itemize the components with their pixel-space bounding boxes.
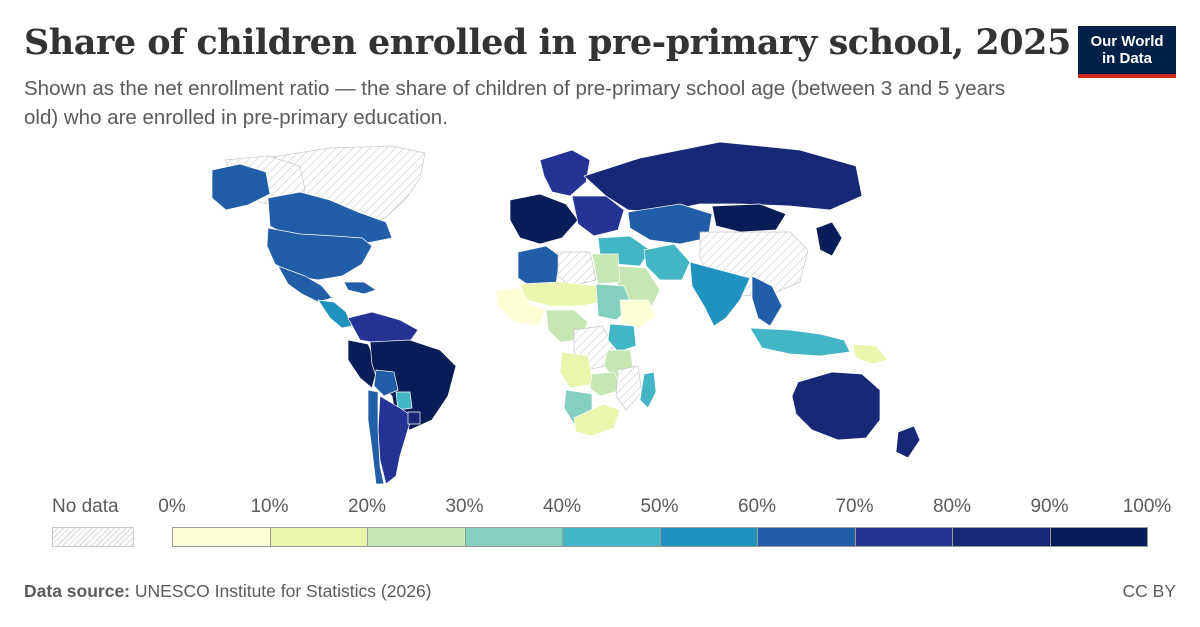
region-united-states[interactable] bbox=[266, 227, 373, 281]
region-new-zealand[interactable] bbox=[895, 425, 921, 459]
region-southeast-asia[interactable] bbox=[751, 275, 783, 327]
region-scandinavia[interactable] bbox=[539, 149, 591, 197]
chart-subtitle: Shown as the net enrollment ratio — the … bbox=[24, 77, 1006, 129]
region-paraguay[interactable] bbox=[395, 391, 413, 411]
legend-bin-6[interactable] bbox=[757, 527, 856, 547]
legend-bin-0[interactable] bbox=[172, 527, 271, 547]
legend-no-data-label: No data bbox=[52, 496, 119, 517]
legend-tick-label: 0% bbox=[158, 496, 186, 517]
region-russia[interactable] bbox=[583, 141, 863, 213]
legend-tick-label: 10% bbox=[250, 496, 289, 517]
region-japan[interactable] bbox=[815, 221, 843, 257]
legend-bin-3[interactable] bbox=[464, 527, 563, 547]
legend-tick-label: 80% bbox=[932, 496, 972, 517]
legend-bin-1[interactable] bbox=[269, 527, 368, 547]
region-kenya[interactable] bbox=[607, 323, 637, 353]
legend-tick-label: 90% bbox=[1030, 496, 1069, 517]
region-peru[interactable] bbox=[347, 339, 379, 389]
legend-bin-4[interactable] bbox=[562, 527, 661, 547]
region-central-america[interactable] bbox=[317, 299, 353, 329]
region-india[interactable] bbox=[689, 261, 751, 327]
data-source: Data source: UNESCO Institute for Statis… bbox=[24, 581, 432, 602]
legend-bin-2[interactable] bbox=[367, 527, 466, 547]
region-papua-new-guinea[interactable] bbox=[851, 343, 889, 365]
region-kazakhstan[interactable] bbox=[627, 203, 713, 245]
region-sahel[interactable] bbox=[519, 281, 603, 307]
region-alaska[interactable] bbox=[211, 163, 271, 211]
region-madagascar[interactable] bbox=[639, 371, 657, 409]
legend-tick-label: 20% bbox=[347, 496, 387, 517]
region-mozambique[interactable] bbox=[615, 365, 643, 411]
legend-tick-label: 40% bbox=[542, 496, 582, 517]
region-mongolia[interactable] bbox=[711, 203, 787, 233]
region-iran[interactable] bbox=[643, 243, 691, 281]
region-caribbean[interactable] bbox=[343, 281, 377, 295]
legend-bin-5[interactable] bbox=[659, 527, 758, 547]
region-south-africa[interactable] bbox=[573, 403, 621, 437]
region-australia[interactable] bbox=[791, 371, 881, 441]
region-west-africa[interactable] bbox=[495, 287, 547, 327]
legend-tick-label: 50% bbox=[640, 496, 679, 517]
legend-tick-label: 70% bbox=[835, 496, 874, 517]
legend-bin-9[interactable] bbox=[1049, 527, 1148, 547]
region-angola[interactable] bbox=[559, 351, 595, 389]
region-egypt[interactable] bbox=[591, 253, 621, 285]
region-mexico[interactable] bbox=[277, 265, 333, 303]
legend-bin-7[interactable] bbox=[854, 527, 953, 547]
region-northern-south-america[interactable] bbox=[347, 311, 419, 345]
region-western-europe[interactable] bbox=[509, 193, 579, 245]
owid-logo[interactable]: Our World in Data bbox=[1078, 26, 1176, 78]
legend-no-data-swatch[interactable] bbox=[52, 527, 134, 547]
region-bolivia[interactable] bbox=[373, 369, 399, 397]
region-chile[interactable] bbox=[367, 389, 385, 485]
legend-tick-label: 30% bbox=[445, 496, 484, 517]
license-link[interactable]: CC BY bbox=[1122, 581, 1176, 601]
region-libya[interactable] bbox=[557, 251, 597, 287]
data-source-label: Data source: bbox=[24, 581, 131, 601]
region-zambia[interactable] bbox=[589, 371, 623, 397]
legend-tick-label: 100% bbox=[1122, 496, 1172, 517]
legend-tick-label: 60% bbox=[737, 496, 777, 517]
region-ethiopia[interactable] bbox=[619, 299, 657, 329]
logo-line-1: Our World bbox=[1090, 33, 1164, 50]
region-indonesia[interactable] bbox=[749, 327, 851, 357]
chart-title: Share of children enrolled in pre-primar… bbox=[24, 22, 1071, 63]
legend-bin-8[interactable] bbox=[952, 527, 1051, 547]
region-uruguay[interactable] bbox=[407, 411, 421, 425]
data-source-text: UNESCO Institute for Statistics (2026) bbox=[130, 581, 432, 601]
logo-line-2: in Data bbox=[1101, 50, 1152, 67]
